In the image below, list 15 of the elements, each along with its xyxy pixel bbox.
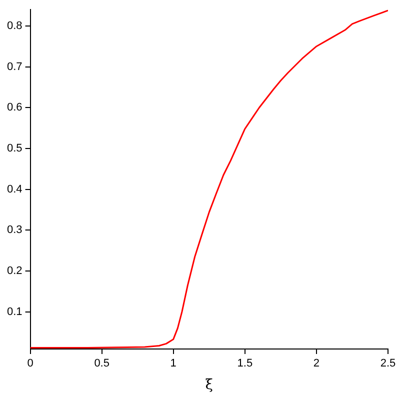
- x-tick-label: 0.5: [94, 358, 110, 370]
- x-tick-label: 1.5: [237, 358, 253, 370]
- y-tick-label: 0.1: [6, 306, 22, 318]
- y-tick-label: 0.7: [6, 60, 22, 73]
- y-tick-label: 0.5: [6, 142, 22, 154]
- x-tick-label: 2.5: [380, 358, 396, 370]
- y-tick-label: 0.2: [6, 265, 22, 278]
- y-tick-label: 0.8: [6, 20, 22, 32]
- y-tick-label: 0.3: [6, 224, 22, 236]
- y-tick-label: 0.4: [6, 183, 22, 196]
- x-tick-label: 1: [170, 358, 176, 370]
- x-tick-label: 2: [313, 358, 320, 370]
- x-axis-title: ξ: [205, 377, 214, 394]
- x-tick-label: 0: [27, 358, 34, 370]
- y-tick-label: 0.6: [6, 102, 22, 114]
